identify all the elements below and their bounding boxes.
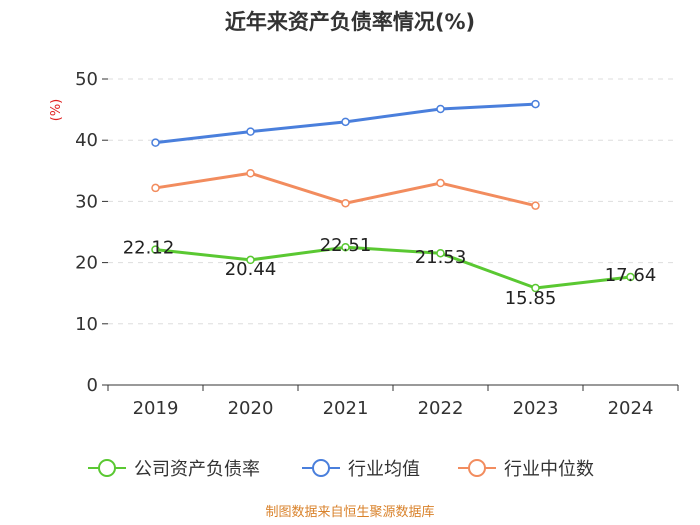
- x-tick-label: 2024: [608, 398, 654, 419]
- chart-title: 近年来资产负债率情况(%): [225, 10, 475, 34]
- legend-item[interactable]: 行业均值: [302, 459, 420, 480]
- y-tick-label: 0: [87, 375, 98, 396]
- data-label: 17.64: [605, 265, 657, 286]
- y-axis-ticks: 0 10 20 30 40 50: [75, 69, 108, 396]
- legend-label: 行业中位数: [504, 459, 594, 480]
- data-point: [246, 255, 255, 265]
- x-tick-label: 2020: [228, 398, 274, 419]
- data-point: [246, 127, 255, 136]
- y-tick-label: 50: [75, 69, 98, 90]
- legend-swatch-marker: [312, 459, 330, 477]
- data-point: [341, 198, 350, 208]
- y-axis-unit-label: (%): [49, 99, 64, 122]
- y-tick-label: 20: [75, 253, 98, 274]
- source-note: 制图数据来自恒生聚源数据库: [265, 504, 434, 520]
- legend: 公司资产负债率 行业均值 行业中位数: [88, 459, 594, 480]
- legend-swatch-marker: [468, 459, 486, 477]
- data-point: [341, 117, 350, 127]
- data-point: [246, 168, 255, 178]
- data-point: [531, 201, 540, 210]
- gridlines: [108, 78, 678, 325]
- data-label: 15.85: [505, 288, 557, 309]
- data-labels: 22.12 20.44 22.51 21.53 15.85 17.64: [123, 235, 657, 309]
- data-point: [151, 138, 160, 147]
- data-label: 20.44: [225, 259, 277, 280]
- data-point: [436, 248, 445, 258]
- y-tick-label: 30: [75, 191, 98, 212]
- series-group: [151, 99, 635, 293]
- x-tick-label: 2019: [133, 398, 179, 419]
- x-axis: 2019 2020 2021 2022 2023 2024: [107, 384, 679, 419]
- data-point: [151, 245, 160, 254]
- x-tick-label: 2023: [513, 398, 559, 419]
- x-tick-label: 2021: [323, 398, 369, 419]
- legend-label: 公司资产负债率: [134, 459, 260, 480]
- legend-item[interactable]: 行业中位数: [458, 459, 594, 480]
- data-point: [436, 104, 445, 114]
- legend-label: 行业均值: [348, 459, 420, 480]
- data-point: [341, 242, 350, 252]
- data-point: [531, 283, 540, 293]
- data-label: 21.53: [415, 247, 467, 268]
- legend-swatch-marker: [98, 459, 116, 477]
- data-label: 22.12: [123, 238, 175, 259]
- y-tick-label: 10: [75, 314, 98, 335]
- data-point: [436, 178, 445, 188]
- data-point: [626, 272, 635, 282]
- data-point: [531, 99, 540, 109]
- series-line: [155, 245, 631, 290]
- data-label: 22.51: [320, 235, 372, 256]
- legend-item[interactable]: 公司资产负债率: [88, 459, 260, 480]
- x-tick-label: 2022: [418, 398, 464, 419]
- y-tick-label: 40: [75, 130, 98, 151]
- data-point: [151, 183, 160, 193]
